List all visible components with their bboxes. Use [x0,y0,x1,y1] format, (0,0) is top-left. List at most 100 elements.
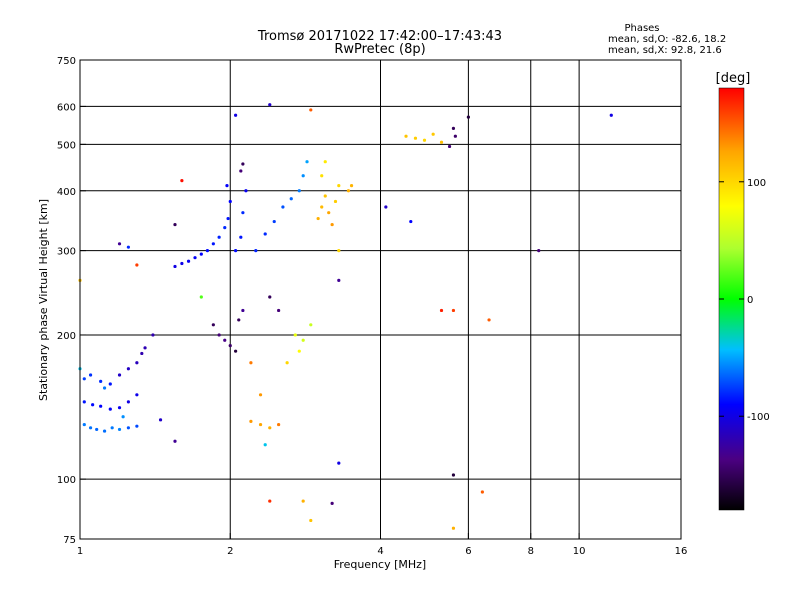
colorbar-ticks: 100 0 -100 [719,178,770,423]
x-tick-label: 16 [675,546,688,557]
data-point [258,422,263,427]
data-point [337,278,341,282]
data-point [268,499,272,503]
y-tick-label: 75 [63,535,76,546]
data-point [301,499,305,503]
data-point [272,219,276,224]
data-point [268,426,272,430]
data-point [88,373,93,377]
data-point [211,242,215,246]
y-tick-label: 600 [57,102,76,113]
data-point [217,333,221,337]
data-point [268,295,272,299]
data-point [234,349,238,353]
data-point [117,427,122,432]
data-point [239,235,243,239]
data-point [263,232,267,236]
data-point [199,295,203,299]
data-point [140,351,144,356]
data-point [223,338,227,342]
data-point [225,184,229,188]
data-point [126,400,130,404]
data-point [158,418,163,422]
data-point [151,333,155,337]
data-point [99,404,103,408]
data-point [330,222,334,227]
phases-stats-o: mean, sd,O: -82.6, 18.2 [608,34,726,45]
y-tick-label: 200 [57,331,76,342]
data-point [135,263,139,267]
data-point [305,160,309,164]
data-point [309,518,313,523]
data-point [88,426,93,430]
data-point [422,138,427,142]
data-point [263,443,267,447]
data-point [173,264,177,269]
data-point [121,415,125,419]
data-point [480,490,484,494]
data-point [228,344,232,348]
data-point [487,318,491,322]
data-point [439,140,444,144]
data-point [223,226,227,230]
data-point [309,323,313,327]
data-point [234,249,238,253]
data-point [205,249,210,253]
colorbar-tick-label: 100 [747,178,766,189]
data-point [323,160,327,164]
data-point [451,126,456,130]
data-point [99,379,103,383]
data-point [126,426,130,430]
data-point [320,174,324,178]
data-point [117,242,122,246]
data-point [451,526,456,530]
data-point [285,361,289,365]
data-point [241,162,245,166]
data-point [186,259,191,263]
y-tick-label: 400 [57,187,76,198]
phases-stats-x: mean, sd,X: 92.8, 21.6 [608,45,722,56]
x-tick-label: 8 [528,546,534,557]
data-point [143,346,147,350]
data-point [249,361,253,365]
data-point [117,373,122,377]
y-tick-label: 100 [57,475,76,486]
data-point [337,249,341,253]
data-point [193,256,197,260]
data-point [82,400,86,404]
data-point [289,197,293,201]
data-point [82,422,86,427]
data-point [327,211,331,215]
data-point [82,377,86,381]
data-point [108,407,112,411]
data-point [126,367,130,371]
data-point [258,393,263,397]
data-point [117,406,122,410]
data-point [241,308,245,313]
data-point [211,323,215,327]
data-point [199,252,203,256]
x-axis-label: Frequency [MHz] [334,558,426,571]
data-point [431,132,435,136]
data-point [135,424,139,428]
y-tick-label: 750 [57,56,76,67]
data-point [126,245,130,249]
data-point [135,393,139,397]
data-point [301,174,305,178]
y-tick-label: 300 [57,247,76,258]
x-tick-label: 1 [77,546,83,557]
colorbar-tick-label: 0 [747,295,753,306]
data-point [447,144,452,149]
data-point [173,222,177,227]
data-point [537,249,541,253]
data-point [237,318,241,322]
data-point [466,115,470,119]
data-point [451,473,456,477]
plot-frame [79,59,682,540]
data-point [277,422,281,427]
x-tick-label: 4 [377,546,383,557]
colorbar-label: [deg] [716,71,751,86]
x-tick-label: 6 [465,546,471,557]
y-tick-label: 500 [57,140,76,151]
